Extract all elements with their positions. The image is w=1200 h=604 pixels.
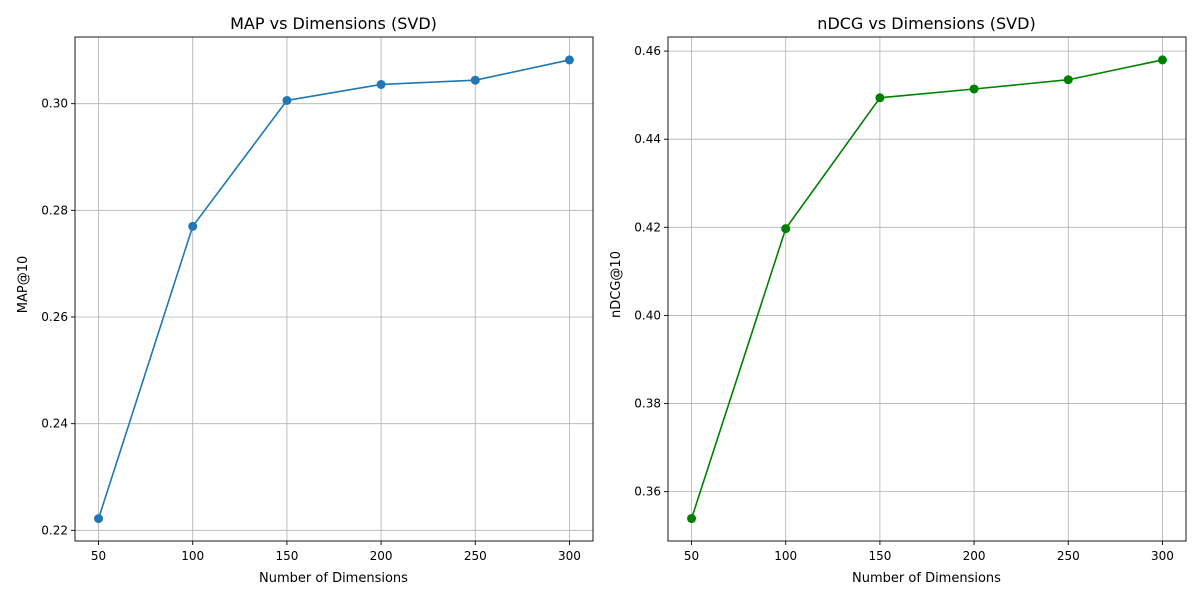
data-point [969,84,979,94]
y-tick-label: 0.38 [634,397,661,411]
x-tick-label: 300 [1151,549,1174,563]
x-tick-label: 200 [370,549,393,563]
x-tick-label: 50 [91,549,106,563]
data-point [376,79,386,89]
series-line [690,59,1163,519]
plot-frame [667,36,1187,542]
y-axis-label: nDCG@10 [609,251,624,318]
x-tick-label: 300 [558,549,581,563]
y-tick-label: 0.26 [41,310,68,324]
y-tick-label: 0.42 [634,220,661,234]
x-axis-label: Number of Dimensions [852,571,1001,586]
x-tick-label: 200 [963,549,986,563]
chart-ndcg: nDCG vs Dimensions (SVD) Number of Dimen… [609,14,1187,586]
x-axis-label: Number of Dimensions [259,571,408,586]
x-tick-label: 50 [684,549,699,563]
plot-frame [74,36,594,542]
data-point [781,224,791,234]
chart-map: MAP vs Dimensions (SVD) Number of Dimens… [16,14,594,586]
data-point [875,93,885,103]
data-point [282,95,292,105]
x-tick-label: 250 [464,549,487,563]
y-tick-label: 0.46 [634,44,661,58]
y-axis-label: MAP@10 [16,256,31,314]
x-tick-label: 100 [181,549,204,563]
x-tick-label: 150 [275,549,298,563]
y-tick-label: 0.36 [634,485,661,499]
chart-title: nDCG vs Dimensions (SVD) [817,14,1035,33]
x-tick-label: 250 [1057,549,1080,563]
y-tick-label: 0.22 [41,523,68,537]
y-tick-label: 0.28 [41,203,68,217]
y-tick-label: 0.24 [41,417,68,431]
y-tick-label: 0.30 [41,97,68,111]
data-point [687,514,697,524]
data-point [188,221,198,231]
data-point [470,75,480,85]
chart-title: MAP vs Dimensions (SVD) [230,14,437,33]
data-point [1157,55,1167,65]
y-tick-label: 0.40 [634,308,661,322]
x-tick-label: 150 [868,549,891,563]
x-tick-label: 100 [774,549,797,563]
data-point [1063,75,1073,85]
series-line [97,59,570,519]
data-point [94,514,104,524]
data-point [564,55,574,65]
y-tick-label: 0.44 [634,132,661,146]
